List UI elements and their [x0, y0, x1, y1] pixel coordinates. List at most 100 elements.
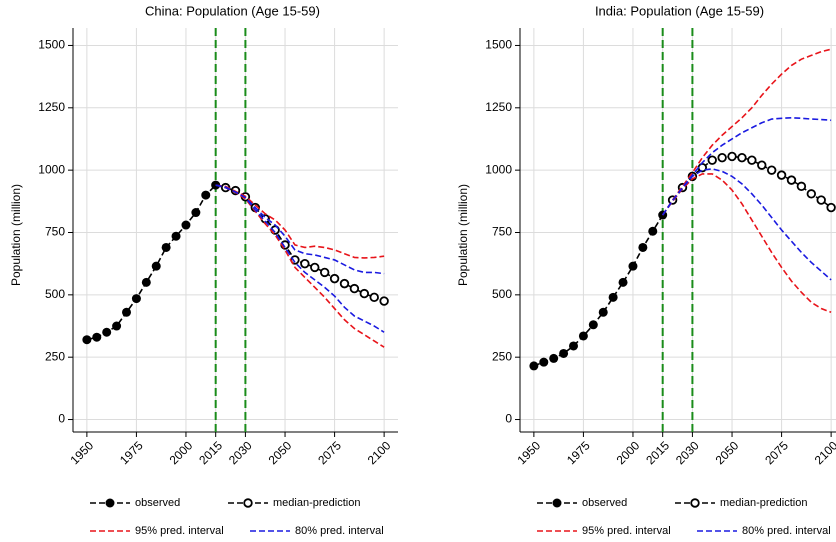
point: [181, 220, 191, 230]
point: [369, 292, 379, 303]
point: [105, 498, 115, 508]
legend-label: median-prediction: [720, 497, 807, 509]
legend-label: observed: [582, 497, 627, 509]
series-line: [662, 116, 832, 216]
point: [618, 277, 628, 287]
point: [191, 208, 201, 218]
point: [786, 175, 797, 185]
y-axis-label: Population (million): [9, 184, 23, 286]
legend-label: 80% pred. interval: [742, 525, 831, 537]
x-tick-label: 1950: [514, 438, 543, 467]
series-line: [215, 184, 385, 259]
series-line: [215, 184, 385, 275]
y-tick-label: 750: [492, 225, 512, 239]
x-tick-label: 2075: [762, 438, 791, 467]
y-tick-label: 500: [492, 287, 512, 301]
point: [539, 357, 549, 367]
point: [717, 152, 727, 163]
x-tick-label: 2030: [673, 438, 702, 467]
y-tick-label: 1500: [38, 38, 65, 52]
point: [628, 261, 638, 271]
y-tick-label: 1000: [485, 162, 512, 176]
point: [359, 288, 370, 299]
x-tick-label: 1975: [117, 438, 146, 467]
point: [776, 170, 787, 180]
legend-label: observed: [135, 497, 180, 509]
x-tick-label: 2075: [315, 438, 344, 467]
y-tick-label: 1250: [485, 100, 512, 114]
point: [151, 261, 161, 271]
point: [300, 258, 310, 269]
point: [766, 165, 777, 175]
point: [349, 283, 360, 294]
series-line: [533, 214, 664, 367]
legend-label: median-prediction: [273, 497, 360, 509]
x-tick-label: 2100: [812, 438, 836, 467]
legend-label: 80% pred. interval: [295, 525, 384, 537]
point: [102, 327, 112, 337]
y-tick-label: 250: [492, 349, 512, 363]
point: [319, 267, 330, 278]
point: [690, 498, 700, 508]
chart-title: China: Population (Age 15-59): [145, 3, 320, 18]
y-tick-label: 1250: [38, 100, 65, 114]
point: [816, 195, 826, 205]
point: [92, 332, 102, 342]
point: [131, 294, 141, 304]
x-tick-label: 2015: [196, 438, 225, 467]
point: [747, 155, 757, 165]
point: [796, 181, 807, 192]
point: [379, 296, 389, 306]
point: [243, 498, 253, 508]
y-tick-label: 1000: [38, 162, 65, 176]
point: [707, 155, 717, 165]
y-tick-label: 750: [45, 225, 65, 239]
point: [826, 202, 836, 213]
point: [578, 331, 588, 341]
x-tick-label: 2050: [713, 438, 742, 467]
point: [757, 160, 767, 170]
point: [552, 498, 562, 508]
point: [201, 190, 211, 200]
point: [329, 273, 340, 284]
chart-title: India: Population (Age 15-59): [595, 3, 764, 18]
x-tick-label: 1950: [67, 438, 96, 467]
point: [122, 307, 132, 317]
series-line: [662, 173, 832, 314]
point: [648, 226, 658, 236]
point: [141, 277, 151, 287]
y-tick-label: 250: [45, 349, 65, 363]
point: [549, 353, 559, 363]
point: [588, 320, 598, 330]
x-tick-label: 1975: [564, 438, 593, 467]
y-axis-label: Population (million): [456, 184, 470, 286]
series-line: [662, 48, 832, 216]
x-tick-label: 2100: [365, 438, 394, 467]
point: [171, 231, 181, 241]
series-line: [215, 184, 385, 348]
point: [638, 242, 648, 252]
x-tick-label: 2000: [614, 438, 643, 467]
y-tick-label: 500: [45, 287, 65, 301]
x-tick-label: 2015: [643, 438, 672, 467]
y-tick-label: 1500: [485, 38, 512, 52]
point: [82, 335, 92, 345]
y-tick-label: 0: [58, 412, 65, 426]
point: [112, 321, 122, 331]
point: [559, 348, 569, 358]
y-tick-label: 0: [505, 412, 512, 426]
point: [598, 307, 608, 317]
point: [529, 361, 539, 371]
point: [161, 242, 171, 252]
point: [727, 151, 737, 162]
point: [608, 292, 618, 302]
x-tick-label: 2000: [167, 438, 196, 467]
point: [737, 152, 747, 163]
x-tick-label: 2030: [226, 438, 255, 467]
series-line: [215, 184, 385, 333]
point: [569, 341, 579, 351]
legend-label: 95% pred. interval: [135, 525, 224, 537]
x-tick-label: 2050: [266, 438, 295, 467]
legend-label: 95% pred. interval: [582, 525, 671, 537]
